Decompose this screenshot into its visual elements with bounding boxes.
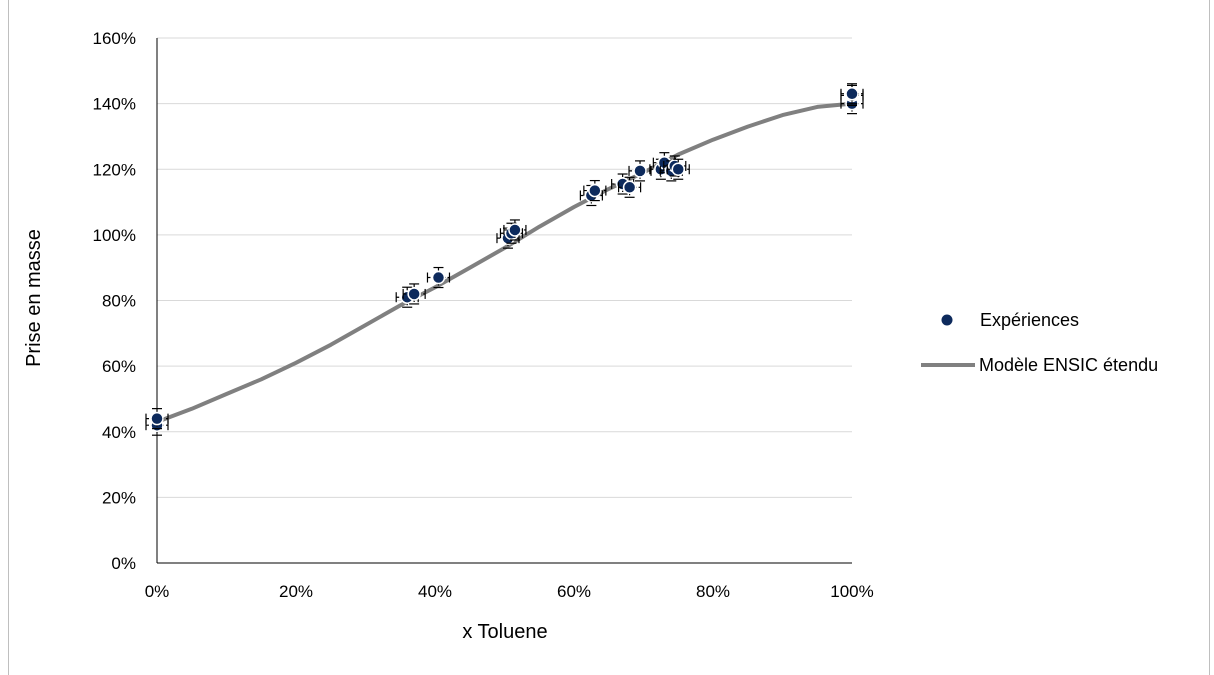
tick-layer: 0% 20% 40% 60% 80% 100% 120% 140% 160% 0% 20% 40% 60… — [93, 29, 874, 601]
model-line — [156, 101, 853, 424]
legend: Expériences Modèle ENSIC étendu — [921, 310, 1158, 375]
axis-layer — [156, 38, 852, 564]
data-marker — [407, 287, 421, 301]
y-tick-label: 160% — [93, 29, 136, 48]
y-tick-label: 40% — [102, 423, 136, 442]
data-marker — [622, 180, 637, 195]
frame-border-right — [1209, 0, 1210, 675]
x-tick-label: 40% — [418, 582, 452, 601]
data-point — [617, 176, 642, 198]
data-point — [666, 158, 690, 180]
y-tick-label: 20% — [102, 488, 136, 507]
x-axis-title: x Toluene — [462, 621, 547, 643]
y-tick-label: 100% — [93, 226, 136, 245]
y-tick-label: 60% — [102, 357, 136, 376]
data-point — [426, 266, 451, 289]
legend-label-model: Modèle ENSIC étendu — [979, 355, 1158, 375]
x-tick-label: 20% — [279, 582, 313, 601]
data-point — [840, 83, 864, 105]
y-tick-label: 140% — [93, 95, 136, 114]
y-tick-label: 80% — [102, 292, 136, 311]
data-point — [503, 219, 527, 241]
data-point — [402, 283, 426, 305]
y-tick-label: 120% — [93, 160, 136, 179]
legend-marker-experiences — [941, 314, 953, 326]
data-point — [583, 179, 607, 202]
x-tick-label: 0% — [145, 582, 170, 601]
frame-border-left — [8, 0, 9, 675]
y-axis-title: Prise en masse — [23, 229, 45, 367]
data-marker — [150, 411, 164, 426]
data-marker — [431, 270, 446, 285]
data-marker — [588, 183, 602, 198]
y-tick-label: 0% — [111, 554, 136, 573]
x-tick-label: 100% — [830, 582, 873, 601]
point-layer — [145, 83, 864, 436]
data-marker — [845, 87, 859, 101]
data-point — [628, 160, 652, 182]
data-marker — [671, 162, 685, 176]
data-marker — [633, 164, 647, 178]
x-tick-label: 80% — [696, 582, 730, 601]
x-tick-label: 60% — [557, 582, 591, 601]
data-point — [145, 408, 169, 430]
data-marker — [508, 223, 522, 237]
grid-layer — [157, 37, 852, 498]
legend-label-experiences: Expériences — [980, 310, 1079, 330]
line-layer — [156, 101, 853, 424]
